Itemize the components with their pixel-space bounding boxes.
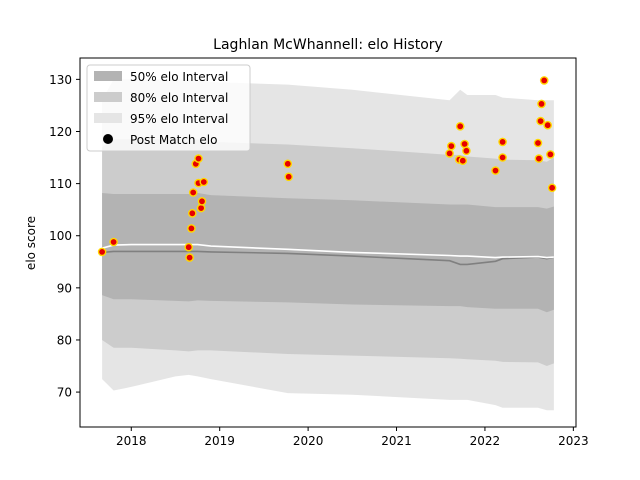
data-point: [187, 224, 196, 233]
band-50: [102, 193, 554, 313]
data-point: [109, 237, 118, 247]
x-tick-label: 2021: [381, 434, 412, 448]
x-tick-label: 2019: [204, 434, 235, 448]
data-point: [188, 188, 198, 197]
y-tick-label: 100: [49, 229, 72, 243]
data-point: [539, 76, 549, 85]
data-point: [184, 242, 193, 252]
post-match-points: [97, 76, 557, 262]
y-tick-label: 80: [57, 333, 72, 347]
data-point: [197, 196, 207, 206]
median-line: [102, 250, 555, 266]
data-point: [534, 154, 544, 163]
y-tick-label: 90: [57, 281, 72, 295]
legend-label-80: 80% elo Interval: [130, 91, 228, 105]
y-tick-label: 130: [49, 73, 72, 87]
mean-line: [101, 243, 554, 259]
legend-swatch-95: [94, 113, 122, 123]
data-point: [546, 150, 555, 159]
legend-swatch-50: [94, 71, 122, 81]
chart-title: Laghlan McWhannell: elo History: [213, 37, 443, 53]
legend-label-95: 95% elo Interval: [130, 112, 228, 126]
data-point: [491, 166, 500, 175]
legend-marker-post-match: [103, 134, 113, 144]
data-point: [460, 139, 469, 149]
data-point: [446, 141, 456, 151]
y-tick-label: 70: [57, 386, 72, 400]
legend-box: [86, 64, 251, 152]
data-point: [543, 120, 553, 130]
data-point: [547, 183, 557, 193]
data-point: [97, 247, 107, 257]
data-point: [284, 172, 294, 182]
data-point: [283, 159, 293, 169]
interval-bands: [102, 79, 554, 411]
data-point: [498, 153, 507, 162]
data-point: [196, 203, 206, 213]
y-axis-label: elo score: [24, 216, 38, 270]
legend-label-post-match: Post Match elo: [130, 133, 217, 147]
legend-swatch-80: [94, 92, 122, 102]
data-point: [187, 208, 197, 218]
data-point: [185, 253, 194, 262]
data-point: [533, 138, 543, 148]
y-tick-label: 110: [49, 177, 72, 191]
trend-lines: [101, 243, 555, 266]
data-point: [458, 156, 468, 165]
y-tick-label: 120: [49, 125, 72, 139]
x-tick-label: 2023: [558, 434, 589, 448]
data-point: [536, 116, 545, 126]
legend: 50% elo Interval 80% elo Interval 95% el…: [86, 64, 251, 152]
plot-frame: [79, 57, 577, 428]
data-point: [445, 149, 454, 158]
data-point: [199, 177, 209, 187]
x-tick-label: 2018: [116, 434, 147, 448]
x-tick-label: 2022: [470, 434, 501, 448]
data-point: [194, 154, 203, 163]
data-point: [498, 137, 507, 147]
data-point: [537, 99, 546, 109]
x-tick-label: 2020: [293, 434, 324, 448]
x-axis-ticks: 2018 2019 2020 2021 2022 2023: [116, 427, 589, 448]
data-point: [462, 146, 471, 156]
data-point: [455, 122, 465, 131]
legend-label-50: 50% elo Interval: [130, 70, 228, 84]
y-axis-ticks: 70 80 90 100 110 120 130: [49, 73, 80, 400]
